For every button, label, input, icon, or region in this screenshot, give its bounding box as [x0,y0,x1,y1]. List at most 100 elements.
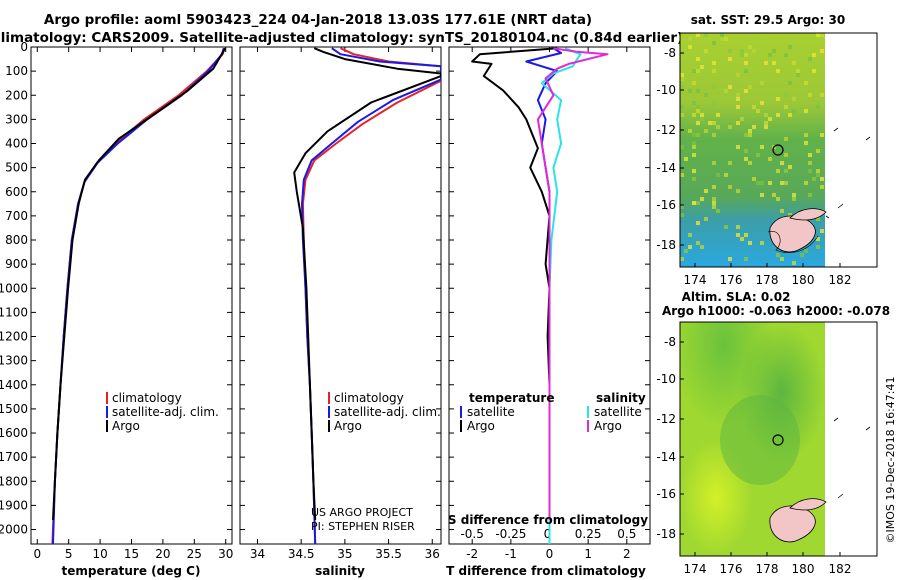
sst-pixel [760,101,764,105]
sst-pixel [712,205,716,209]
legend-temperature-title: temperature [469,391,554,405]
sst-pixel [788,81,792,85]
difference-series-group [471,47,609,544]
sst-pixel [780,209,784,213]
sst-pixel [696,221,700,225]
sst-pixel [780,161,784,165]
pi-annotation: PI: STEPHEN RISER [311,520,415,533]
sst-pixel [712,85,716,89]
sst-pixel [820,93,824,97]
sst-pixel [684,117,688,121]
y-tick-label: 600 [5,185,28,199]
sst-pixel [784,153,788,157]
sst-pixel [704,93,708,97]
series-line-argo [52,47,226,520]
series-line-climatology [301,47,441,544]
sst-pixel [712,201,716,205]
island-marks [825,127,871,219]
sla-map [679,321,878,557]
x-tick-label: -2 [466,547,478,561]
sst-pixel [756,109,760,113]
sst-pixel [816,169,820,173]
series-line-temperature-argo [471,47,558,520]
sst-pixel [784,53,788,57]
sst-pixel [744,257,748,261]
legend-s-argo-label: Argo [594,419,622,433]
sst-pixel [776,197,780,201]
sst-pixel [752,125,756,129]
difference-axis-title: T difference from climatology [446,564,646,578]
x-tick-label: 10 [92,547,107,561]
sst-pixel [692,145,696,149]
sst-pixel [696,201,700,205]
sst-pixel [724,89,728,93]
sst-pixel [784,105,788,109]
sst-map [679,32,878,268]
sst-pixel [712,121,716,125]
sst-pixel [704,49,708,53]
sst-pixel [760,81,764,85]
credit-stamp: ©IMOS 19-Dec-2018 16:47:41 [884,377,897,544]
sst-pixel [680,205,684,209]
sla-map-subtitle: Argo h1000: -0.063 h2000: -0.078 [662,304,890,318]
argo-float-marker [772,144,784,156]
map-y-tick-label: -10 [656,83,676,97]
map-y-tick-label: -12 [656,123,676,137]
y-tick-label: 1200 [0,330,28,344]
sst-pixel [728,57,732,61]
salinity-series-group [293,47,441,544]
sst-pixel [820,177,824,181]
sst-pixel [740,237,744,241]
sst-pixel [788,213,792,217]
sst-pixel [804,249,808,253]
sst-pixel [776,69,780,73]
sst-pixel [816,245,820,249]
sst-pixel [816,237,820,241]
axes-layer: 0 5 10 15 20 25 300100200300400500600700800900… [0,40,650,561]
sst-pixel [768,181,772,185]
sst-pixel [808,161,812,165]
temperature-series-group [51,47,226,544]
sst-pixel [728,257,732,261]
sst-pixel [712,133,716,137]
sst-pixel [692,113,696,117]
sst-pixel [696,133,700,137]
sst-pixel [692,201,696,205]
series-line-argo [293,47,441,520]
sst-pixel [808,153,812,157]
sst-pixel [728,125,732,129]
y-tick-label: 1900 [0,498,28,512]
sst-pixel [808,57,812,61]
sst-pixel [816,105,820,109]
sst-pixel [808,193,812,197]
sst-pixel [724,173,728,177]
map-y-tick-label: -16 [656,198,676,212]
legend-climatology-label: climatology [334,391,404,405]
salinity-axis-title: salinity [315,564,365,578]
map-x-tick-label: 178 [756,562,779,576]
sst-pixel [764,113,768,117]
sst-pixel [728,161,732,165]
sst-pixel [812,53,816,57]
sst-pixel [772,61,776,65]
sst-pixel [716,173,720,177]
sst-pixel [792,109,796,113]
y-tick-label: 900 [5,257,28,271]
title-line-1: Argo profile: aoml 5903423_224 04-Jan-20… [44,12,592,28]
sst-pixel [692,153,696,157]
sst-pixel [688,89,692,93]
sst-pixel [688,45,692,49]
sst-pixel [736,93,740,97]
x-tick-label: 35 [337,547,352,561]
sst-pixel [720,37,724,41]
y-tick-label: 500 [5,161,28,175]
sst-pixel [804,141,808,145]
sst-pixel [792,97,796,101]
sst-pixel [680,213,684,217]
sst-pixel [736,121,740,125]
sst-pixel [736,73,740,77]
sst-pixel [812,177,816,181]
sst-pixel [696,69,700,73]
sst-pixel [748,85,752,89]
sst-pixel [796,69,800,73]
